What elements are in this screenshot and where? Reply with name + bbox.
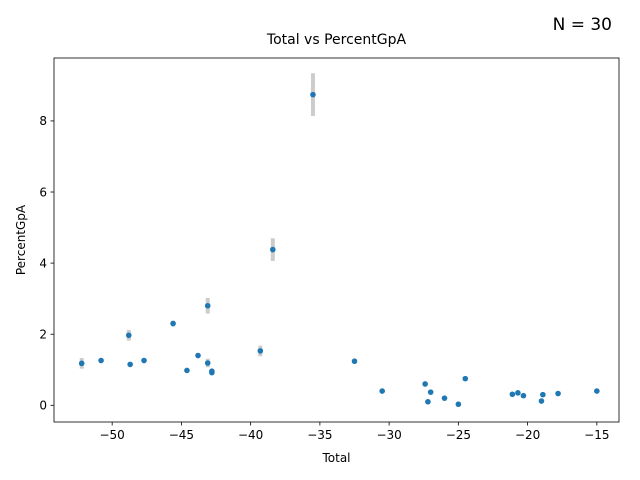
data-point: [257, 348, 264, 354]
data-point: [204, 360, 211, 366]
y-tick-label: 4: [39, 256, 47, 270]
data-point: [515, 390, 521, 396]
plot-frame: [53, 57, 620, 423]
data-point: [78, 360, 85, 367]
x-tick-label: −25: [446, 428, 471, 442]
x-tick-label: −45: [169, 428, 194, 442]
x-tick-label: −40: [238, 428, 263, 442]
data-point: [310, 91, 316, 98]
y-tick-label: 0: [39, 399, 47, 413]
x-tick-label: −30: [376, 428, 401, 442]
data-point: [269, 246, 276, 253]
chart-title: Total vs PercentGpA: [266, 32, 407, 48]
x-tick-label: −20: [515, 428, 540, 442]
n-annotation: N = 30: [553, 15, 612, 35]
data-point: [441, 395, 448, 401]
data-points: [78, 91, 600, 408]
y-tick-label: 8: [39, 114, 47, 128]
x-tick-label: −15: [584, 428, 609, 442]
data-point: [98, 357, 104, 364]
data-point: [422, 381, 428, 387]
data-point: [141, 357, 147, 364]
data-point: [594, 388, 600, 394]
data-point: [209, 369, 215, 376]
x-tick-label: −35: [307, 428, 332, 442]
x-axis-ticks: −50 −45 −40 −35 −30 −25 −20 −15: [99, 422, 610, 442]
data-point: [540, 391, 546, 398]
data-point: [184, 367, 190, 374]
y-axis-ticks: 0 2 4 6 8: [39, 114, 54, 413]
data-point: [555, 390, 561, 397]
x-axis-label: Total: [321, 451, 350, 465]
y-tick-label: 2: [39, 327, 47, 341]
data-point: [427, 389, 434, 395]
data-point: [520, 392, 527, 399]
x-tick-label: −50: [99, 428, 124, 442]
data-point: [125, 332, 132, 339]
data-point: [379, 388, 385, 394]
data-point: [509, 391, 516, 398]
data-point: [425, 398, 431, 405]
error-bars: [79, 73, 357, 369]
y-tick-label: 6: [39, 185, 47, 199]
data-point: [462, 375, 469, 382]
data-point: [127, 361, 133, 368]
data-point: [351, 358, 358, 365]
y-axis-label: PercentGpA: [14, 204, 28, 275]
data-point: [170, 320, 176, 327]
data-point: [455, 401, 462, 408]
data-point: [204, 302, 211, 309]
data-point: [538, 398, 545, 404]
data-point: [195, 352, 201, 359]
